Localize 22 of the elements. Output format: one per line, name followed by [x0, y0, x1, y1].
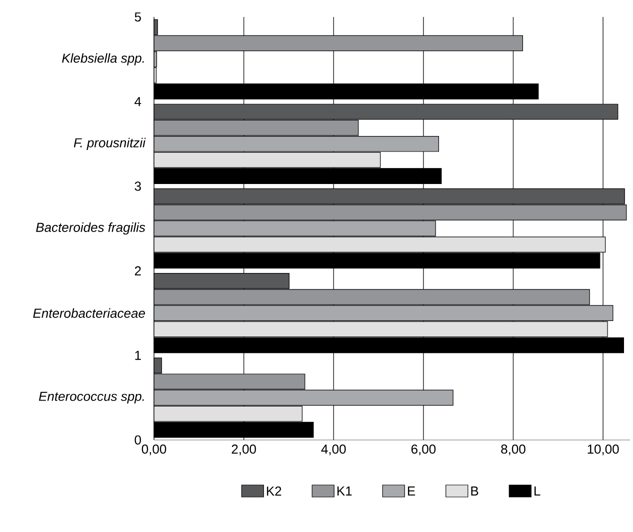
x-tick-label: 4,00 [321, 444, 346, 456]
y-tick-label: Enterococcus spp. [38, 392, 144, 404]
text: 1 [135, 350, 141, 360]
text: 3 [134, 182, 141, 191]
legend-label: L [534, 486, 540, 496]
x-tick-label: 0,00 [142, 444, 166, 456]
x-tick-label: 8,00 [501, 444, 526, 456]
text: 5 [134, 12, 141, 22]
y-tick-label: Bacteroides fragilis [36, 222, 146, 235]
x-tick-label: 2,00 [232, 444, 256, 456]
x-tick-label: 10,00 [588, 444, 619, 456]
legend-label: B [471, 486, 478, 496]
x-tick-label: 6,00 [411, 444, 436, 456]
legend-label: E [408, 486, 416, 496]
y-tick-label: Enterobacteriaceae [33, 308, 145, 318]
y-tick-label: Klebsiella spp. [62, 53, 144, 66]
text: 2 [134, 266, 141, 276]
y-tick-label: F. prousnitzii [74, 138, 146, 150]
text: 0 [134, 435, 141, 445]
legend-label: K1 [337, 486, 352, 496]
legend-label: K2 [266, 486, 282, 496]
text: 4 [134, 97, 142, 106]
